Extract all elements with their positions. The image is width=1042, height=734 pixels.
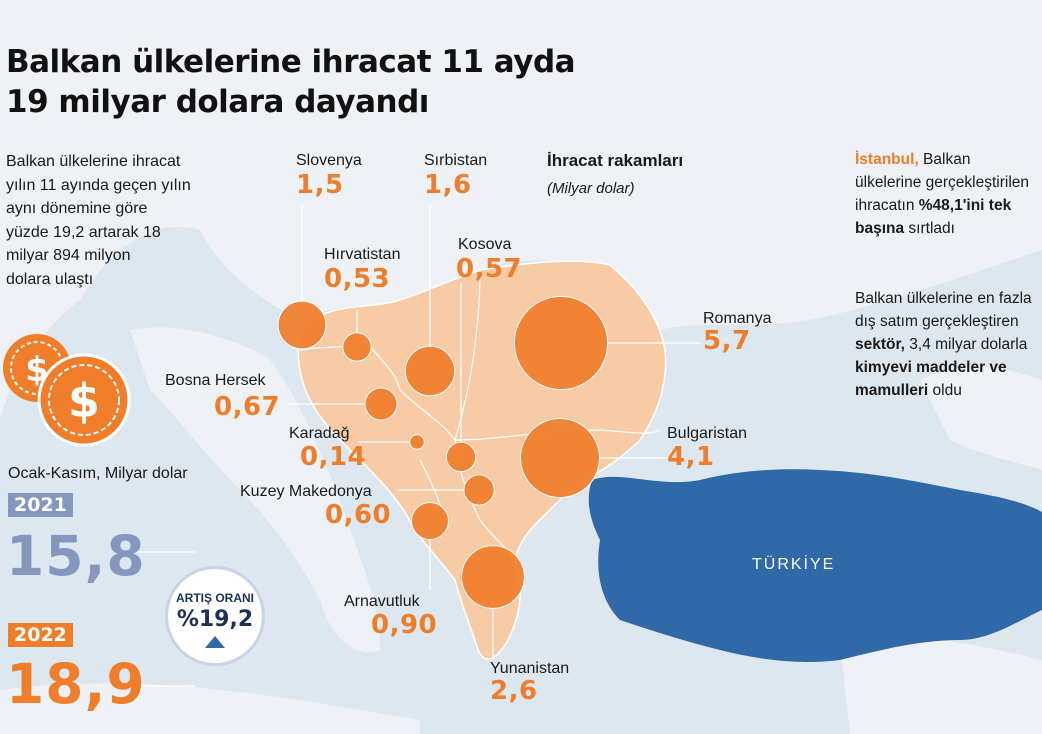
intro-line: milyar 894 milyon bbox=[6, 247, 131, 264]
intro-text: Balkan ülkelerine ihracat yılın 11 ayınd… bbox=[6, 150, 236, 291]
country-name-karadag: Karadağ bbox=[289, 425, 350, 442]
bubble-kosova bbox=[445, 441, 477, 473]
land-italy bbox=[130, 327, 380, 653]
country-value-hirvatistan: 0,53 bbox=[324, 264, 391, 294]
bubble-yunanistan bbox=[461, 545, 525, 609]
land-caucasus bbox=[920, 366, 1042, 470]
bubble-slovenya bbox=[277, 300, 327, 350]
growth-value: %19,2 bbox=[176, 607, 254, 632]
country-value-karadag: 0,14 bbox=[300, 442, 367, 472]
country-name-arnavutluk: Arnavutluk bbox=[344, 593, 420, 610]
country-name-bosna-hersek: Bosna Hersek bbox=[165, 372, 266, 389]
growth-label: ARTIŞ ORANI bbox=[176, 591, 254, 605]
country-value-romanya: 5,7 bbox=[703, 326, 751, 356]
country-value-arnavutluk: 0,90 bbox=[371, 610, 438, 640]
country-value-kosova: 0,57 bbox=[456, 254, 523, 284]
year-badge-2022: 2022 bbox=[8, 623, 73, 647]
bubble-romanya bbox=[513, 295, 609, 391]
intro-line: Balkan ülkelerine ihracat bbox=[6, 153, 181, 170]
bubble-karadağ bbox=[409, 434, 425, 450]
period-label: Ocak-Kasım, Milyar dolar bbox=[8, 465, 188, 482]
country-name-romanya: Romanya bbox=[703, 310, 772, 327]
svg-text:$: $ bbox=[68, 374, 100, 428]
country-name-kuzey-makedonya: Kuzey Makedonya bbox=[240, 483, 372, 500]
total-2021: 15,8 bbox=[6, 524, 146, 588]
land-east bbox=[840, 636, 1042, 734]
bubble-hırvatistan bbox=[342, 332, 372, 362]
leader-lines bbox=[128, 205, 700, 687]
sector-note: Balkan ülkelerine en fazla dış satım ger… bbox=[855, 287, 1040, 402]
note-text: sırtladı bbox=[904, 220, 955, 237]
note-text: 3,4 milyar dolarla bbox=[904, 336, 1028, 353]
legend-title: İhracat rakamları bbox=[547, 151, 684, 170]
coin-icon-large: $ bbox=[37, 353, 131, 447]
land-africa bbox=[0, 683, 420, 734]
note-text: oldu bbox=[928, 382, 962, 399]
bubble-bosna-hersek bbox=[364, 387, 398, 421]
intro-line: dolara ulaştı bbox=[6, 270, 94, 288]
turkey-shape bbox=[588, 469, 1042, 662]
legend-unit: (Milyar dolar) bbox=[547, 180, 635, 197]
note-text: Balkan ülkelerine gerçekleştirilen ihrac… bbox=[855, 151, 1030, 214]
country-value-sirbistan: 1,6 bbox=[424, 170, 472, 200]
title-line-2: 19 milyar dolara dayandı bbox=[6, 84, 429, 120]
country-name-sirbistan: Sırbistan bbox=[424, 152, 488, 169]
bubble-sırbistan bbox=[404, 345, 456, 397]
note-text: Balkan ülkelerine en fazla dış satım ger… bbox=[855, 290, 1032, 330]
note-bold: kimyevi maddeler ve mamulleri bbox=[855, 359, 1007, 399]
country-name-bulgaristan: Bulgaristan bbox=[667, 425, 748, 442]
land-europe bbox=[0, 0, 1042, 420]
title-line-1: Balkan ülkelerine ihracat 11 ayda bbox=[6, 44, 576, 80]
growth-badge: ARTIŞ ORANI %19,2 bbox=[165, 566, 265, 666]
country-name-yunanistan: Yunanistan bbox=[490, 660, 570, 677]
intro-line: aynı dönemine göre bbox=[6, 200, 148, 217]
country-name-slovenya: Slovenya bbox=[296, 152, 362, 169]
intro-line: yılın 11 ayında geçen yılın bbox=[6, 176, 191, 194]
country-value-slovenya: 1,5 bbox=[296, 170, 344, 200]
up-arrow-icon bbox=[205, 636, 225, 648]
page-title: Balkan ülkelerine ihracat 11 ayda 19 mil… bbox=[6, 42, 576, 122]
bubble-kuzey-makedonya bbox=[463, 474, 495, 506]
bubble-bulgaristan bbox=[520, 418, 600, 498]
country-value-kuzey-makedonya: 0,60 bbox=[325, 500, 392, 530]
export-bubbles bbox=[277, 295, 609, 609]
country-value-bosna-hersek: 0,67 bbox=[214, 392, 281, 422]
turkey-label: TÜRKİYE bbox=[752, 556, 836, 573]
country-value-bulgaristan: 4,1 bbox=[667, 442, 715, 472]
bubble-arnavutluk bbox=[411, 502, 449, 540]
istanbul-note: İstanbul, Balkan ülkelerine gerçekleştir… bbox=[855, 148, 1040, 240]
country-value-yunanistan: 2,6 bbox=[490, 676, 538, 706]
year-badge-2021: 2021 bbox=[8, 493, 73, 517]
intro-line: yüzde 19,2 artarak 18 bbox=[6, 223, 161, 241]
total-2022: 18,9 bbox=[6, 652, 146, 716]
country-name-hirvatistan: Hırvatistan bbox=[324, 246, 401, 263]
note-bold: sektör, bbox=[855, 336, 905, 353]
black-sea bbox=[640, 360, 942, 476]
note-bold: %48,1'ini tek başına bbox=[855, 197, 1012, 237]
note-highlight: İstanbul, bbox=[855, 151, 919, 168]
country-name-kosova: Kosova bbox=[458, 236, 512, 253]
